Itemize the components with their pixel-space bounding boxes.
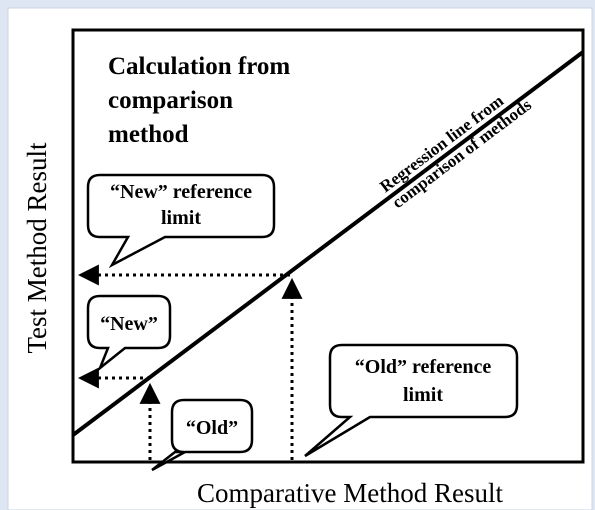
y-axis-label: Test Method Result [22,142,52,354]
plot-frame [71,28,585,464]
callout-text: limit [403,384,443,406]
callout-box [86,173,276,269]
callout-text: “New” [100,313,158,335]
x-axis-label: Comparative Method Result [197,478,503,508]
guides [77,264,303,460]
title-line: comparison [108,87,233,114]
callout-text: “New” reference [110,181,252,203]
title-line: Calculation from [108,53,290,80]
callout-shapes [86,173,519,472]
callout-text: “Old” [186,417,238,439]
callout-box [304,343,519,458]
title-line: method [108,121,189,148]
callout-box [86,294,172,372]
callout-text: “Old” reference [355,356,492,378]
callout-box [151,398,254,472]
callout-text: limit [161,207,201,229]
panel [7,7,593,510]
regression-line [71,50,585,437]
